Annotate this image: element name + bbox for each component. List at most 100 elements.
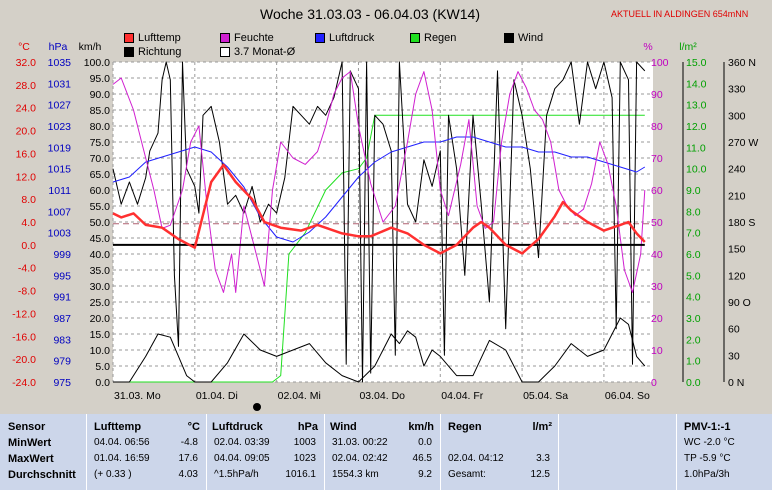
legend-swatch <box>504 33 514 43</box>
legend-item: 3.7 Monat-Ø <box>220 46 295 58</box>
hum-tick: 40 <box>651 249 663 261</box>
luftdruck-head: Luftdruck <box>212 421 263 433</box>
temp-tick: -8.0 <box>18 286 36 298</box>
press-tick: 995 <box>53 270 71 282</box>
legend-item: Regen <box>410 32 456 44</box>
temp-tick: -20.0 <box>12 354 36 366</box>
legend-label: 3.7 Monat-Ø <box>234 46 296 58</box>
wind-tick: 20.0 <box>90 313 111 325</box>
regen-cell-label: Gesamt: <box>448 469 486 480</box>
col-luftdruck: Luftdruck hPa 02.04. 03:39 1003 04.04. 09:… <box>208 414 322 490</box>
sensor-max: MaxWert <box>8 453 54 465</box>
luftdruck-cell-value: 1016.1 <box>285 469 316 480</box>
dir-tick: 240 <box>728 164 746 176</box>
temp-tick: -12.0 <box>12 308 36 320</box>
lufttemp-cell-value: 4.03 <box>178 469 198 480</box>
col-regen: Regen l/m² 02.04. 04:12 3.3 Gesamt: 12.5 <box>442 414 556 490</box>
wind-tick: 25.0 <box>90 297 111 309</box>
x-tick-label: 02.04. Mi <box>278 390 321 402</box>
press-tick: 983 <box>53 334 71 346</box>
legend-swatch <box>410 33 420 43</box>
temp-tick: 4.0 <box>21 217 36 229</box>
aktuell-link[interactable]: AKTUELL IN ALDINGEN 654mNN <box>611 9 749 19</box>
axes: 32.0 28.0 24.0 20.0 16.0 12.0 8.0 4.0 0.0 -4.0 -8.… <box>12 41 758 389</box>
wind-tick: 35.0 <box>90 265 111 277</box>
lufttemp-cell-value: -4.8 <box>180 437 198 448</box>
legend-item: Lufttemp <box>124 32 181 44</box>
chart-title: Woche 31.03.03 - 06.04.03 (KW14) <box>260 6 480 22</box>
lufttemp-cell-label: (+ 0.33 ) <box>94 469 132 480</box>
regen-cell-label <box>448 436 556 450</box>
press-tick: 979 <box>53 356 71 368</box>
wind-tick: 15.0 <box>90 329 111 341</box>
legend-item: Wind <box>504 32 543 44</box>
wind-tick: 0.0 <box>95 377 110 389</box>
rain-tick: 1.0 <box>686 356 701 368</box>
wind-tick: 55.0 <box>90 201 111 213</box>
press-tick: 1031 <box>48 78 72 90</box>
press-tick: 1023 <box>48 121 72 133</box>
rain-tick: 0.0 <box>686 377 701 389</box>
wind-tick: 10.0 <box>90 345 111 357</box>
press-tick: 1015 <box>48 164 72 176</box>
sensor-min: MinWert <box>8 437 52 449</box>
wind-tick: 5.0 <box>95 361 110 373</box>
rain-tick: 6.0 <box>686 249 701 261</box>
wind-cell-label: 31.03. 00:22 <box>332 437 388 448</box>
hum-tick: 0 <box>651 377 657 389</box>
pmv-tp: TP -5.9 °C <box>684 453 731 464</box>
hum-tick: 30 <box>651 281 663 293</box>
lufttemp-cell-label: 01.04. 16:59 <box>94 453 150 464</box>
luftdruck-unit: hPa <box>297 421 318 433</box>
luftdruck-cell-label: 04.04. 09:05 <box>214 453 270 464</box>
stats-table: Sensor MinWert MaxWert Durchschnitt Luft… <box>0 414 772 490</box>
press-tick: 1019 <box>48 142 72 154</box>
temp-tick: -4.0 <box>18 263 36 275</box>
series-richtung <box>112 61 646 383</box>
legend-swatch <box>220 47 230 57</box>
dir-tick: 210 <box>728 190 746 202</box>
col-sensor: Sensor MinWert MaxWert Durchschnitt <box>0 414 86 490</box>
x-tick-label: 01.04. Di <box>196 390 238 402</box>
series-lufttemp <box>112 163 646 255</box>
hum-tick: 10 <box>651 345 663 357</box>
legend-swatch <box>315 33 325 43</box>
series-wind <box>113 317 646 383</box>
press-tick: 1027 <box>48 100 72 112</box>
temp-tick: 28.0 <box>16 80 37 92</box>
temp-tick: 12.0 <box>16 171 37 183</box>
legend-label: Luftdruck <box>329 32 375 44</box>
dir-tick: 330 <box>728 84 746 96</box>
rain-tick: 5.0 <box>686 270 701 282</box>
wind-tick: 75.0 <box>90 137 111 149</box>
wind-tick: 30.0 <box>90 281 111 293</box>
dir-tick: 30 <box>728 350 740 362</box>
dir-tick: 90 O <box>728 297 751 309</box>
wind-tick: 40.0 <box>90 249 111 261</box>
temp-tick: 8.0 <box>21 194 36 206</box>
rain-tick: 11.0 <box>686 142 706 154</box>
regen-cell-value: 3.3 <box>536 453 550 464</box>
luftdruck-cell-label: 02.04. 03:39 <box>214 437 270 448</box>
dir-tick: 60 <box>728 324 740 336</box>
dir-tick: 270 W <box>728 137 758 149</box>
lufttemp-head: Lufttemp <box>94 421 142 433</box>
legend-label: Lufttemp <box>138 32 181 44</box>
wind-tick: 70.0 <box>90 153 111 165</box>
series-group <box>112 61 653 383</box>
temp-tick: -24.0 <box>12 377 36 389</box>
press-tick: 987 <box>53 313 71 325</box>
current-marker <box>253 403 261 411</box>
x-tick-label: 31.03. Mo <box>114 390 161 402</box>
temp-tick: 20.0 <box>16 126 37 138</box>
axis-unit: % <box>643 41 652 53</box>
axis-unit: hPa <box>49 41 68 53</box>
pmv-head: PMV-1:-1 <box>684 421 731 433</box>
temp-tick: 0.0 <box>21 240 36 252</box>
press-tick: 1007 <box>48 206 72 218</box>
x-tick-label: 05.04. Sa <box>523 390 568 402</box>
wind-unit: km/h <box>408 421 434 433</box>
press-tick: 1035 <box>48 57 72 69</box>
wind-tick: 85.0 <box>90 105 111 117</box>
wind-tick: 45.0 <box>90 233 111 245</box>
